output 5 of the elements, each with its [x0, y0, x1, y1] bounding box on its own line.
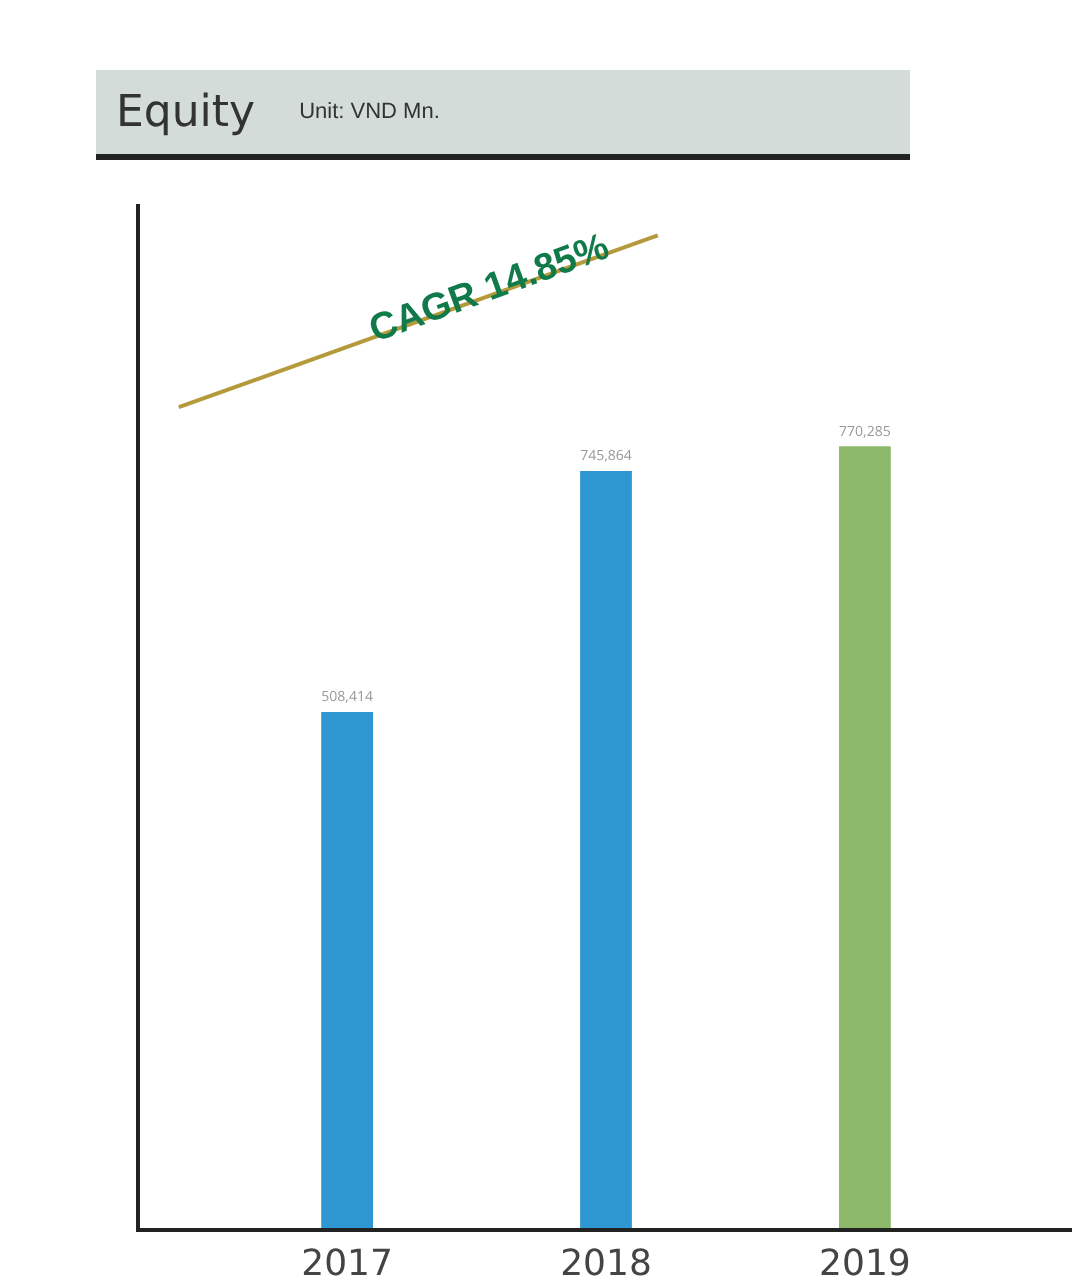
x-tick-label: 2019 — [819, 1243, 911, 1284]
x-tick-label: 2018 — [560, 1243, 652, 1284]
chart-subtitle: Unit: VND Mn. — [299, 100, 440, 124]
x-tick-label: 2017 — [301, 1243, 393, 1284]
chart-title: Equity — [116, 87, 256, 137]
